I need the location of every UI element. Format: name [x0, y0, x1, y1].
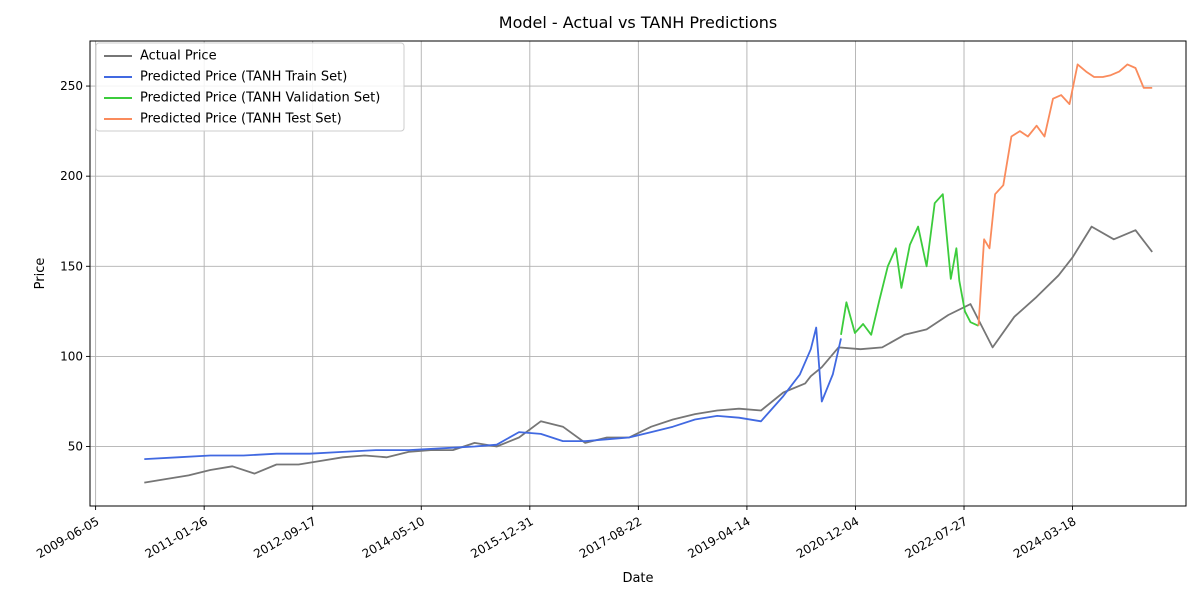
legend-label: Actual Price	[140, 49, 217, 64]
series-line-1	[144, 326, 842, 460]
series-line-2	[840, 193, 979, 336]
y-tick-label: 250	[60, 79, 83, 93]
legend-label: Predicted Price (TANH Test Set)	[140, 112, 342, 127]
y-tick-label: 200	[60, 169, 83, 183]
legend-box	[95, 42, 405, 132]
y-axis: 50 100 150 200 250	[60, 79, 90, 454]
legend-label: Predicted Price (TANH Validation Set)	[140, 91, 380, 106]
y-tick-label: 100	[60, 349, 83, 363]
y-tick-label: 150	[60, 259, 83, 273]
legend: Actual Price Predicted Price (TANH Train …	[95, 42, 405, 132]
series-lines	[144, 63, 1153, 484]
series-line-0	[144, 225, 1153, 484]
series-line-3	[977, 63, 1153, 326]
legend-label: Predicted Price (TANH Train Set)	[140, 70, 347, 85]
y-axis-label: Price	[33, 258, 48, 290]
chart-title: Model - Actual vs TANH Predictions	[499, 13, 777, 32]
y-tick-label: 50	[68, 440, 83, 454]
x-axis-label: Date	[622, 571, 653, 586]
